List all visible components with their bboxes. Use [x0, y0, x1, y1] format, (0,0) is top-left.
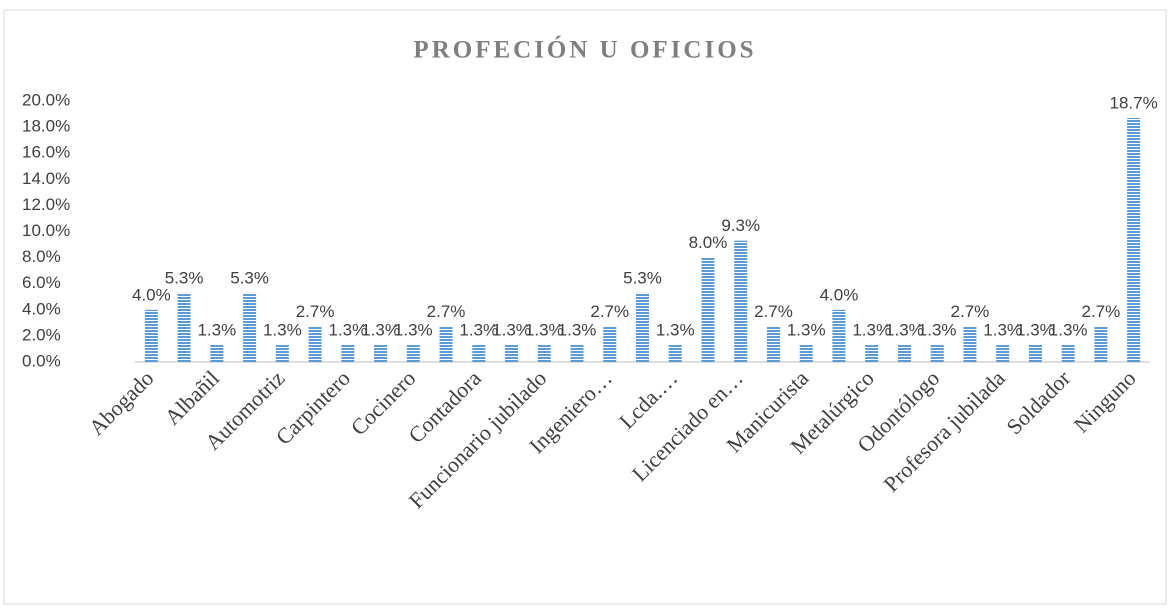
bar: [799, 345, 813, 362]
bar: [472, 345, 486, 362]
bar: [243, 292, 257, 362]
data-label: 1.3%: [656, 321, 695, 340]
data-label: 1.3%: [328, 321, 367, 340]
data-label: 1.3%: [918, 321, 957, 340]
y-tick-label: 12.0%: [22, 195, 70, 214]
data-label: 2.7%: [590, 302, 629, 321]
data-label: 1.3%: [885, 321, 924, 340]
bar: [701, 257, 715, 362]
data-label: 2.7%: [296, 302, 335, 321]
data-label: 2.7%: [951, 302, 990, 321]
bar: [275, 345, 289, 362]
data-label: 1.3%: [197, 321, 236, 340]
y-tick-label: 18.0%: [22, 117, 70, 136]
bar: [1127, 117, 1141, 362]
data-label: 1.3%: [558, 321, 597, 340]
data-label: 1.3%: [1016, 321, 1055, 340]
bar: [930, 345, 944, 362]
bar: [177, 292, 191, 362]
bar: [505, 345, 519, 362]
bar: [832, 309, 846, 362]
data-label: 4.0%: [132, 285, 171, 304]
data-label: 5.3%: [165, 268, 204, 287]
data-label: 4.0%: [820, 285, 859, 304]
data-label: 5.3%: [230, 268, 269, 287]
y-tick-label: 8.0%: [22, 247, 61, 266]
data-label: 1.3%: [492, 321, 531, 340]
data-label: 1.3%: [361, 321, 400, 340]
bar: [144, 309, 158, 362]
chart-title: PROFECIÓN U OFICIOS: [413, 36, 756, 64]
bar: [537, 345, 551, 362]
bar: [603, 326, 617, 362]
bar: [341, 345, 355, 362]
bar: [668, 345, 682, 362]
bar: [406, 345, 420, 362]
bar: [210, 345, 224, 362]
data-label: 1.3%: [525, 321, 564, 340]
bar: [636, 292, 649, 362]
chart-frame: [3, 9, 1167, 605]
bar: [865, 345, 879, 362]
bar: [570, 345, 584, 362]
data-label: 1.3%: [1049, 321, 1088, 340]
data-label: 18.7%: [1110, 93, 1158, 112]
bar: [1061, 345, 1075, 362]
bar: [897, 345, 911, 362]
data-label: 2.7%: [754, 302, 793, 321]
y-tick-label: 6.0%: [22, 273, 61, 292]
data-label: 1.3%: [787, 321, 826, 340]
bar: [374, 345, 388, 362]
y-tick-label: 20.0%: [22, 90, 70, 109]
data-label: 1.3%: [263, 321, 302, 340]
y-tick-label: 2.0%: [22, 325, 61, 344]
bar: [308, 326, 322, 362]
data-label: 1.3%: [852, 321, 891, 340]
bar: [734, 240, 748, 362]
bar: [1094, 326, 1108, 362]
data-label: 1.3%: [459, 321, 498, 340]
bar: [766, 326, 780, 362]
y-tick-label: 4.0%: [22, 299, 61, 318]
data-label: 8.0%: [689, 233, 728, 252]
bar: [1028, 345, 1042, 362]
data-label: 2.7%: [1082, 302, 1121, 321]
y-tick-label: 10.0%: [22, 221, 70, 240]
data-label: 1.3%: [983, 321, 1022, 340]
bar: [439, 326, 453, 362]
bar: [963, 326, 977, 362]
y-tick-label: 0.0%: [22, 351, 61, 370]
y-tick-label: 14.0%: [22, 169, 70, 188]
y-tick-label: 16.0%: [22, 143, 70, 162]
data-label: 9.3%: [721, 216, 760, 235]
bar: [996, 345, 1010, 362]
data-label: 2.7%: [427, 302, 466, 321]
data-label: 1.3%: [394, 321, 433, 340]
data-label: 5.3%: [623, 268, 662, 287]
